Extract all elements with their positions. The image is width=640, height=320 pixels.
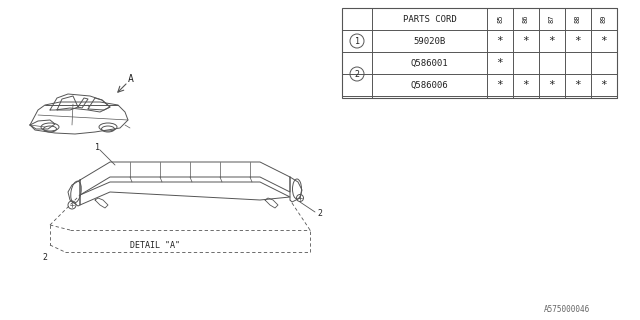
Text: *: * [523,36,529,46]
Text: *: * [523,80,529,90]
Text: Q586006: Q586006 [411,81,448,90]
Text: 1: 1 [95,142,99,151]
Text: Q586001: Q586001 [411,59,448,68]
Text: *: * [575,80,581,90]
Text: DETAIL "A": DETAIL "A" [130,241,180,250]
Text: PARTS CORD: PARTS CORD [403,14,456,23]
Text: 2: 2 [317,210,323,219]
Text: *: * [575,36,581,46]
Text: 89: 89 [601,15,607,23]
Text: *: * [497,36,504,46]
Bar [342,8,617,98]
Text: 85: 85 [497,15,503,23]
Text: 2: 2 [355,69,360,78]
Text: 2: 2 [42,253,47,262]
Text: 87: 87 [549,15,555,23]
Text: *: * [548,36,556,46]
Text: 1: 1 [355,36,360,45]
Text: *: * [497,80,504,90]
Text: *: * [600,36,607,46]
Text: *: * [497,58,504,68]
Text: *: * [548,80,556,90]
Text: A575000046: A575000046 [544,306,590,315]
Text: 86: 86 [523,15,529,23]
Text: 88: 88 [575,15,581,23]
Text: *: * [600,80,607,90]
Text: A: A [128,74,134,84]
Text: 59020B: 59020B [413,36,445,45]
